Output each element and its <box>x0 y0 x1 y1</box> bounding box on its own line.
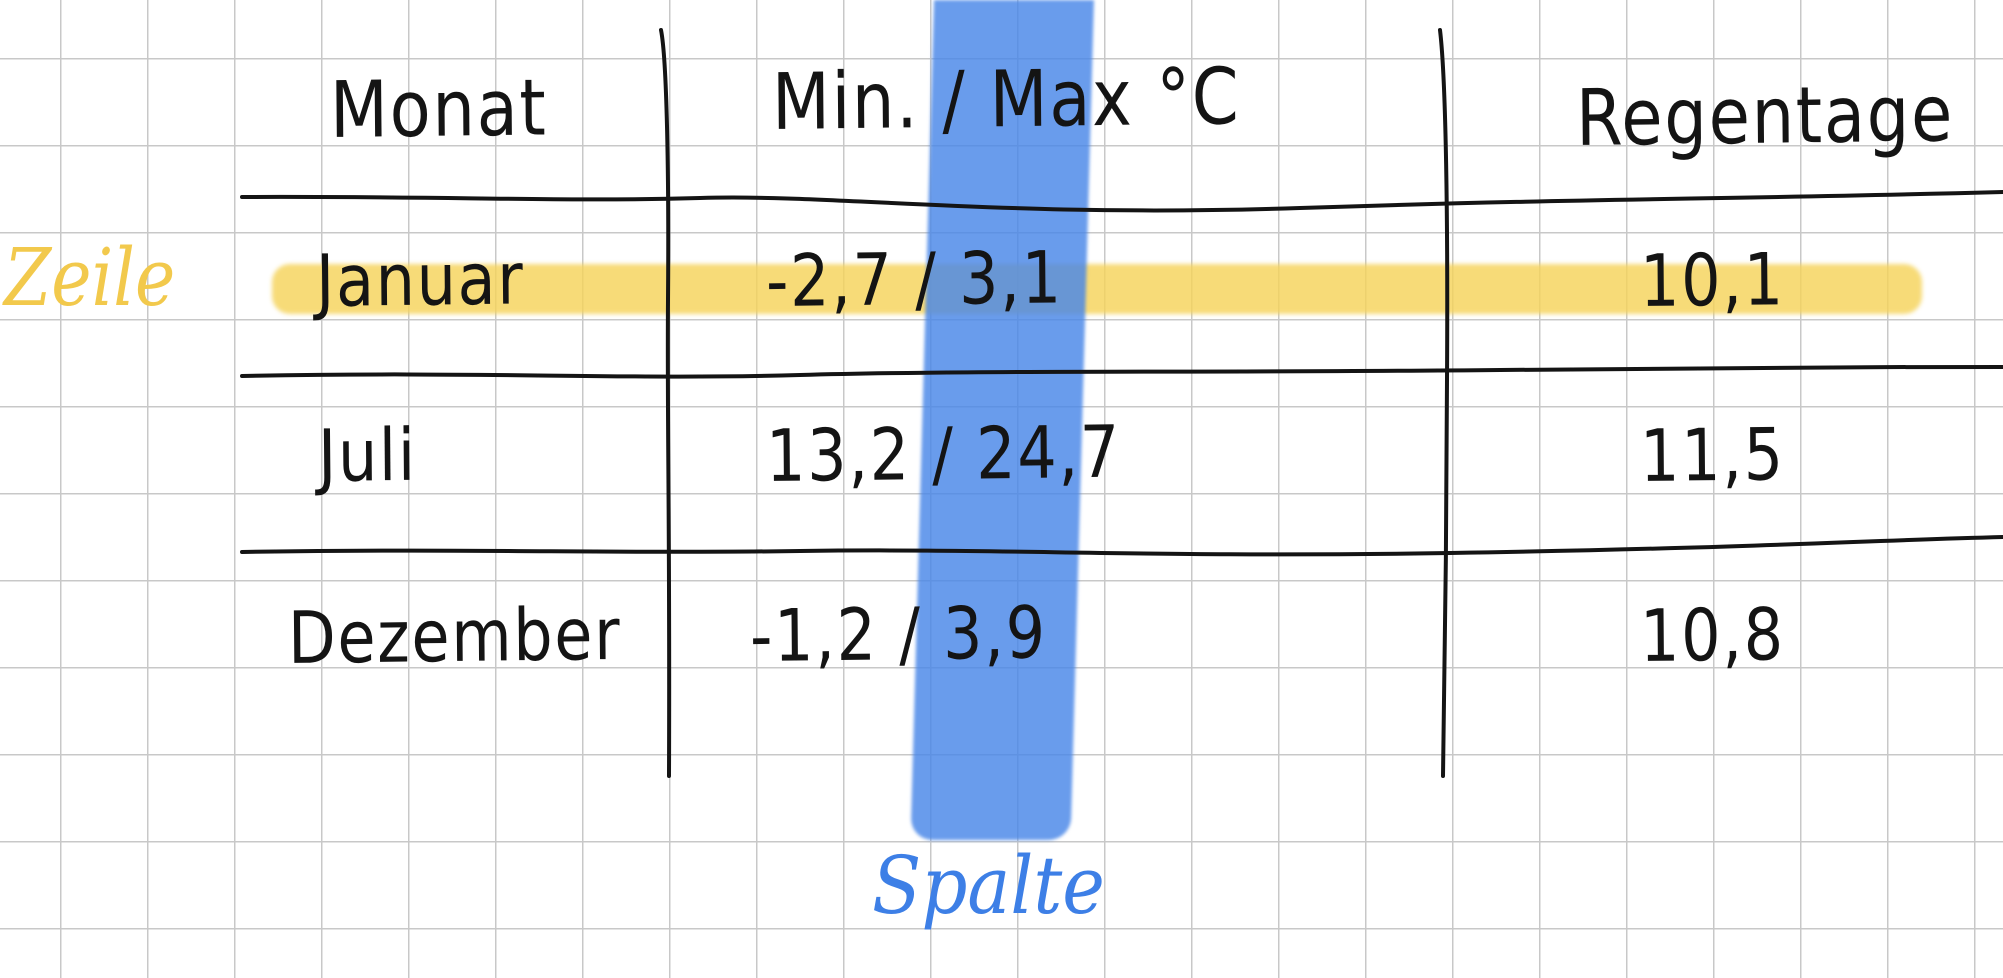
header-divider-line <box>240 190 2003 213</box>
header-cell-rain-days: Regentage <box>1575 69 1955 164</box>
table-cell-temp-row3: -1,2 / 3,9 <box>749 590 1048 678</box>
table-cell-rain-row3: 10,8 <box>1639 592 1786 678</box>
table-cell-temp-row1: -2,7 / 3,1 <box>765 235 1064 323</box>
row-label-annotation: Zeile <box>4 231 176 324</box>
header-cell-min-max-temp: Min. / Max °C <box>771 52 1241 148</box>
table-cell-rain-row1: 10,1 <box>1639 237 1786 323</box>
column-divider-line-2 <box>1438 28 1450 778</box>
column-divider-line-1 <box>659 28 672 778</box>
table-cell-temp-row2: 13,2 / 24,7 <box>765 409 1122 498</box>
table-cell-rain-row2: 11,5 <box>1639 412 1786 498</box>
row-highlight <box>272 264 1922 314</box>
column-label-annotation: Spalte <box>872 839 1105 932</box>
row-divider-line-1 <box>240 365 2003 379</box>
table-cell-month-row1: Januar <box>315 236 525 323</box>
header-cell-month: Monat <box>329 63 548 156</box>
table-cell-month-row3: Dezember <box>287 591 622 680</box>
table-cell-month-row2: Juli <box>317 412 418 498</box>
row-divider-line-2 <box>240 535 2003 557</box>
